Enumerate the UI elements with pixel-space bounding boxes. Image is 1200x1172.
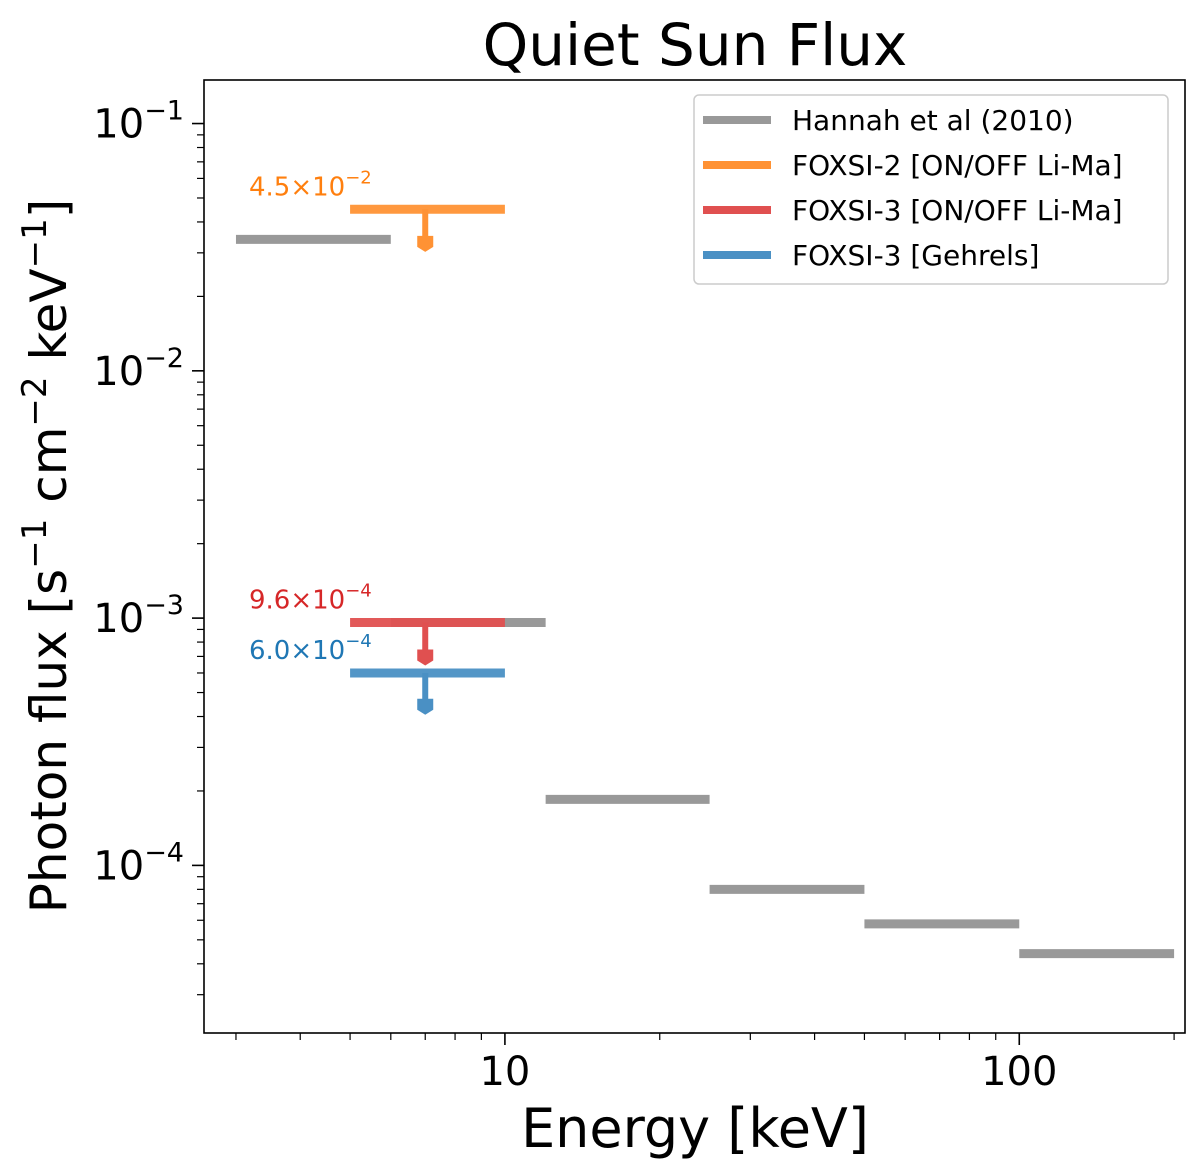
chart-title: Quiet Sun Flux: [483, 11, 908, 79]
y-label-exp-3: −1: [15, 218, 55, 268]
upper-limit-arrow-head-1: [417, 236, 433, 252]
x-axis-label: Energy [keV]: [521, 1097, 869, 1160]
x-tick-label-0: 10: [479, 1049, 530, 1095]
y-tick-label-3: 10−4: [93, 837, 184, 889]
y-label-mid-2: keV: [20, 268, 78, 376]
legend-label-2: FOXSI-3 [ON/OFF Li-Ma]: [792, 194, 1123, 227]
y-tick-label-2: 10−3: [93, 590, 184, 642]
y-tick-exp-0: −1: [144, 96, 184, 127]
annotation-label-2: 9.6×10−4: [249, 580, 372, 615]
y-tick-base-3: 10: [93, 843, 144, 889]
legend-label-1: FOXSI-2 [ON/OFF Li-Ma]: [792, 149, 1123, 182]
y-tick-base-0: 10: [93, 102, 144, 148]
y-tick-exp-2: −3: [144, 590, 184, 621]
annotation-label-3: 6.0×10−4: [249, 631, 372, 666]
annotation-exp-1: −2: [345, 167, 372, 188]
chart: Quiet Sun Flux Energy [keV] Photon flux …: [0, 0, 1200, 1172]
svg-text:Photon flux [s−1 cm−2 keV−1]: Photon flux [s−1 cm−2 keV−1]: [15, 199, 78, 913]
y-tick-exp-1: −2: [144, 343, 184, 374]
y-tick-label-1: 10−2: [93, 343, 184, 395]
legend-label-0: Hannah et al (2010): [792, 104, 1074, 137]
y-label-base: Photon flux [s: [20, 569, 78, 913]
y-tick-label-0: 10−1: [93, 96, 184, 148]
annotation-exp-2: −4: [345, 580, 372, 601]
upper-limit-arrow-head-3: [417, 699, 433, 715]
y-tick-base-1: 10: [93, 349, 144, 395]
upper-limit-arrow-head-2: [417, 650, 433, 666]
annotation-exp-3: −4: [345, 631, 372, 652]
annotation-base-3: 6.0×10: [249, 636, 345, 666]
y-axis-label: Photon flux [s−1 cm−2 keV−1]: [15, 199, 78, 913]
legend-label-3: FOXSI-3 [Gehrels]: [792, 239, 1039, 272]
y-tick-exp-3: −4: [144, 837, 184, 868]
y-tick-base-2: 10: [93, 596, 144, 642]
legend: Hannah et al (2010) FOXSI-2 [ON/OFF Li-Ma…: [694, 95, 1168, 284]
annotation-base-1: 4.5×10: [249, 172, 345, 202]
x-tick-label-1: 100: [981, 1049, 1057, 1095]
annotation-base-2: 9.6×10: [249, 585, 345, 615]
y-label-exp-2: −2: [15, 376, 55, 426]
plot-area: 4.5×10−29.6×10−46.0×10−4: [236, 167, 1174, 953]
y-label-mid-1: cm: [20, 427, 78, 519]
y-label-exp-1: −1: [15, 519, 55, 569]
annotation-label-1: 4.5×10−2: [249, 167, 372, 202]
y-label-end: ]: [20, 199, 78, 219]
